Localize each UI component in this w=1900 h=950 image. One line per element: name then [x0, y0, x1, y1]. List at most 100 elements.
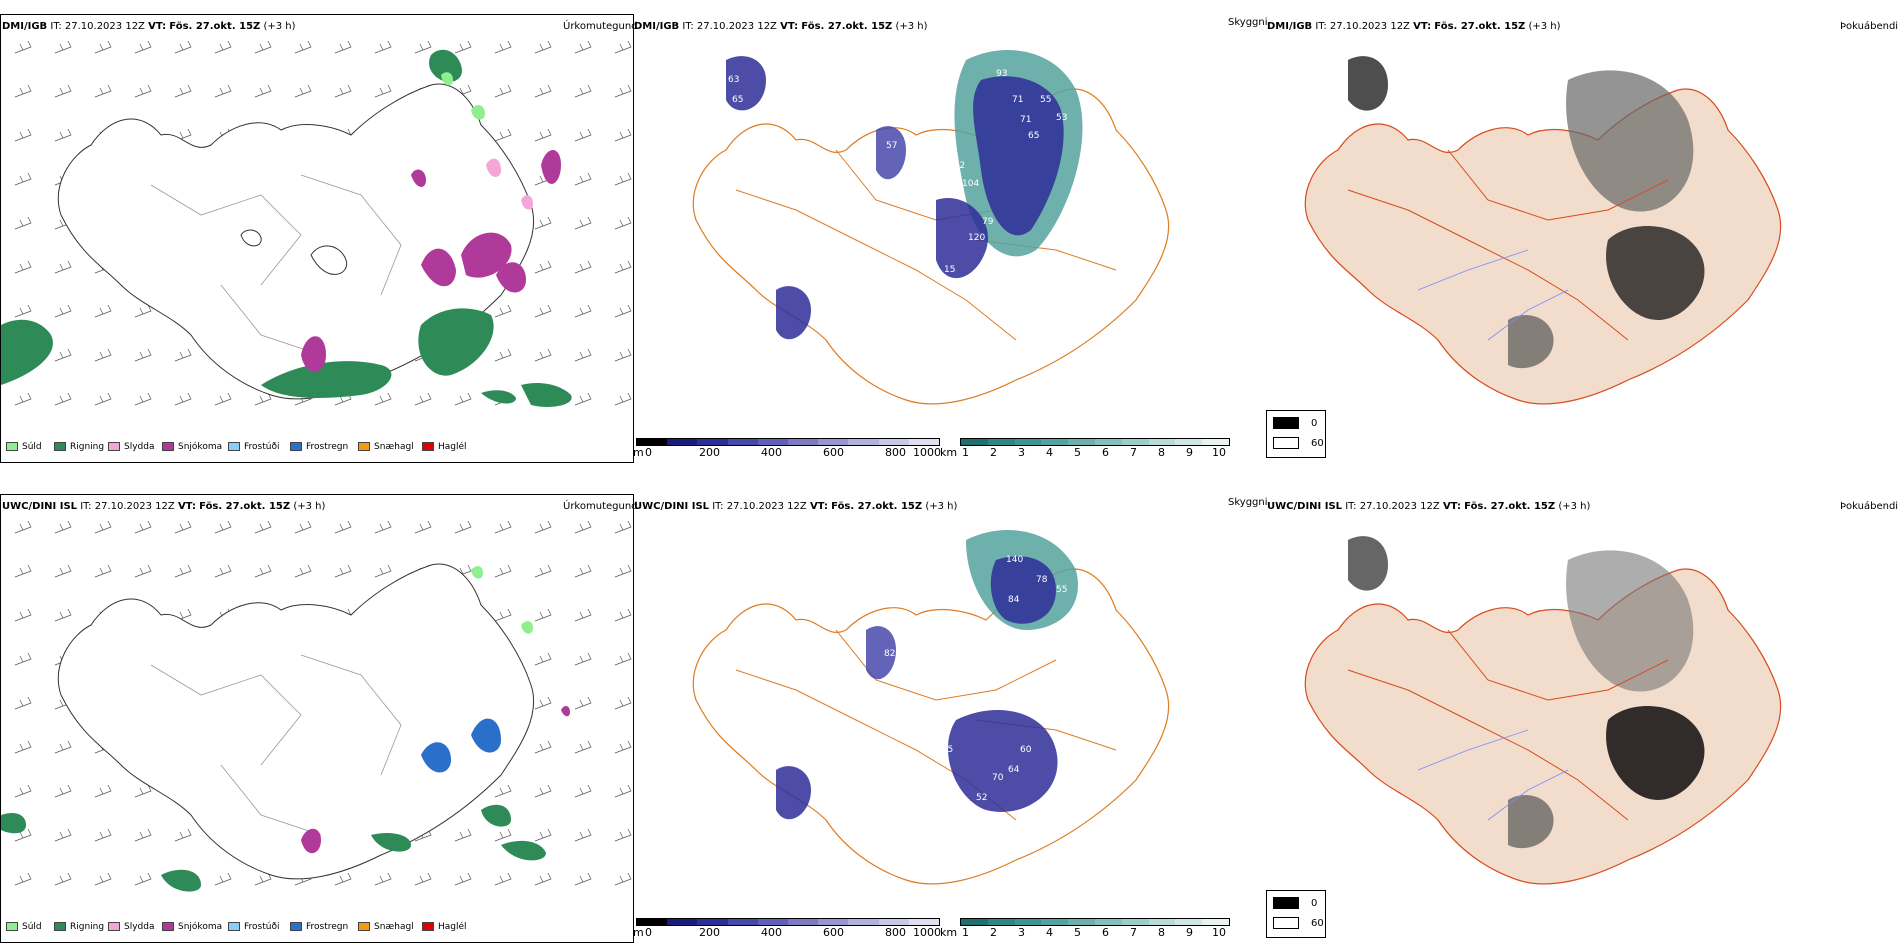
wind-barb	[94, 828, 112, 842]
precip-sleet-patches	[486, 158, 533, 210]
region-boundaries	[150, 174, 402, 356]
wind-barb	[614, 392, 632, 406]
visibility-colorbar-bottom	[960, 918, 1230, 926]
wind-barb	[14, 740, 32, 754]
legend-item: Slydda	[108, 921, 154, 933]
wind-barb	[534, 128, 552, 142]
legend-item: Slydda	[108, 441, 154, 453]
precip-freezing-rain-patches	[421, 718, 501, 773]
legend-swatch	[162, 442, 174, 451]
visibility-label: 53	[1056, 113, 1067, 123]
visibility-label: 75	[772, 847, 783, 857]
precip-header-top: DMI/IGB IT: 27.10.2023 12Z VT: Fös. 27.o…	[2, 21, 296, 33]
wind-barb	[334, 84, 352, 98]
legend-swatch	[1273, 897, 1299, 909]
fog-header-bottom: UWC/DINI ISL IT: 27.10.2023 12Z VT: Fös.…	[1267, 501, 1591, 512]
wind-barb	[534, 872, 552, 886]
visibility-label: 102	[948, 161, 965, 171]
precip-panel-frame-bottom	[0, 494, 634, 943]
wind-barb	[494, 40, 512, 54]
cloud-title-bottom: Skyggni	[1228, 497, 1268, 508]
wind-barb	[254, 392, 272, 406]
legend-item: Snæhagl	[358, 921, 414, 933]
wind-barb	[614, 260, 632, 274]
height-ticks-top: m 0 200 400 600 800 1000	[633, 446, 941, 459]
precip-legend-top: Súld Rigning Slydda Snjókoma Frostúði Fr…	[6, 441, 626, 455]
wind-barb	[574, 392, 592, 406]
wind-barb	[14, 172, 32, 186]
init-time: 27.10.2023 12Z	[64, 21, 145, 32]
wind-barb	[94, 872, 112, 886]
legend-item: Frostúði	[228, 921, 279, 933]
wind-barbs	[14, 520, 632, 886]
legend-swatch	[54, 922, 66, 931]
wind-barb	[414, 392, 432, 406]
wind-barb	[14, 784, 32, 798]
wind-barb	[54, 872, 72, 886]
wind-barb	[614, 348, 632, 362]
iceland-outline	[692, 568, 1170, 885]
legend-swatch	[422, 922, 434, 931]
wind-barb	[54, 740, 72, 754]
legend-swatch	[54, 442, 66, 451]
wind-barb	[14, 84, 32, 98]
wind-barb	[614, 784, 632, 798]
wind-barb	[614, 564, 632, 578]
precip-map-svg-top	[1, 40, 632, 407]
wind-barb	[534, 260, 552, 274]
precip-drizzle-patches	[441, 72, 485, 120]
wind-barb	[54, 520, 72, 534]
legend-swatch	[1273, 437, 1299, 449]
precip-legend-bottom: Súld Rigning Slydda Snjókoma Frostúði Fr…	[6, 921, 626, 935]
visibility-label: 79	[982, 217, 994, 227]
wind-barb	[534, 652, 552, 666]
wind-barb	[174, 348, 192, 362]
wind-barb	[574, 260, 592, 274]
fog-map-top	[1268, 40, 1898, 430]
cloud-title-top: Skyggni	[1228, 17, 1268, 28]
wind-barb	[534, 216, 552, 230]
precip-title-bottom: Úrkomutegund	[563, 501, 638, 512]
visibility-label: 65	[1028, 131, 1039, 141]
wind-barb	[94, 84, 112, 98]
wind-barb	[214, 84, 232, 98]
visibility-label: 65	[732, 95, 743, 105]
wind-barb	[14, 520, 32, 534]
legend-item: Frostregn	[290, 921, 348, 933]
wind-barb	[94, 348, 112, 362]
visibility-label: 70	[992, 773, 1004, 783]
wind-barb	[334, 520, 352, 534]
wind-barb	[494, 564, 512, 578]
fog-map-bottom	[1268, 520, 1898, 910]
wind-barb	[54, 84, 72, 98]
wind-barb	[54, 392, 72, 406]
visibility-label: 55	[1040, 95, 1051, 105]
wind-barb	[494, 608, 512, 622]
wind-barb	[134, 872, 152, 886]
wind-barb	[334, 872, 352, 886]
fog-map-svg-top	[1304, 56, 1782, 405]
wind-barb	[254, 40, 272, 54]
wind-barb	[614, 216, 632, 230]
visibility-label: 120	[968, 233, 985, 243]
wind-barb	[14, 128, 32, 142]
legend-swatch	[6, 442, 18, 451]
region-boundaries	[150, 654, 402, 836]
visibility-label: 78	[1036, 575, 1048, 585]
legend-swatch	[1273, 417, 1299, 429]
wind-barb	[374, 564, 392, 578]
wind-barb	[14, 564, 32, 578]
legend-swatch	[108, 442, 120, 451]
visibility-label: 57	[886, 141, 897, 151]
wind-barb	[534, 40, 552, 54]
wind-barb	[14, 608, 32, 622]
visibility-label: 84	[1008, 595, 1020, 605]
fog-shading	[1348, 536, 1705, 849]
wind-barb	[174, 40, 192, 54]
legend-swatch	[6, 922, 18, 931]
legend-item: Haglél	[422, 441, 467, 453]
wind-barb	[134, 84, 152, 98]
wind-barb	[214, 520, 232, 534]
wind-barb	[614, 828, 632, 842]
wind-barb	[134, 304, 152, 318]
